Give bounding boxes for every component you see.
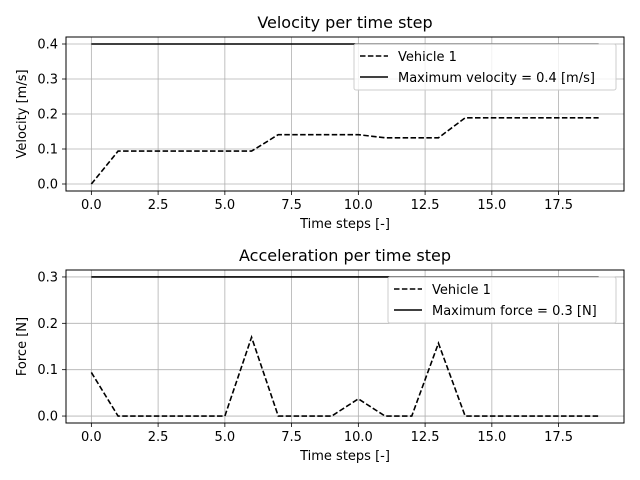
acceleration-x-tick-label: 17.5 (544, 430, 573, 445)
velocity-x-tick-label: 7.5 (281, 198, 302, 213)
acceleration-y-axis-label: Force [N] (15, 317, 30, 376)
acceleration-x-tick-label: 15.0 (477, 430, 506, 445)
acceleration-y-tick-label: 0.0 (37, 410, 58, 425)
acceleration-y-tick-label: 0.1 (37, 363, 58, 378)
velocity-chart-title: Velocity per time step (257, 13, 432, 32)
velocity-chart: 0.0 2.5 5.0 7.5 10.0 12.5 15.0 17.5 0.00.10.20.… (15, 13, 625, 232)
acceleration-legend: Vehicle 1 Maximum force = 0.3 [N] (387, 276, 617, 324)
acceleration-y-tick-label: 0.2 (37, 317, 58, 332)
acceleration-x-tick-label: 0.0 (81, 430, 102, 445)
acceleration-x-axis-label: Time steps [-] (299, 449, 390, 464)
velocity-y-axis-label: Velocity [m/s] (15, 69, 30, 158)
acceleration-y-ticks: 0.0 0.1 0.2 0.3 (37, 270, 66, 425)
velocity-legend-label-vehicle: Vehicle 1 (398, 50, 457, 65)
acceleration-x-tick-label: 10.0 (344, 430, 373, 445)
acceleration-vehicle-series-line (90, 334, 599, 417)
acceleration-y-tick-label: 0.3 (37, 270, 58, 285)
velocity-x-tick-label: 5.0 (215, 198, 236, 213)
velocity-x-tick-label: 2.5 (148, 198, 169, 213)
acceleration-chart-title: Acceleration per time step (239, 246, 451, 265)
velocity-y-tick-label: 0.1 (37, 143, 58, 158)
acceleration-x-tick-label: 12.5 (411, 430, 440, 445)
acceleration-axes-frame (65, 269, 625, 424)
acceleration-legend-box (387, 276, 617, 324)
acceleration-x-tick-label: 7.5 (281, 430, 302, 445)
velocity-x-tick-label: 10.0 (344, 198, 373, 213)
velocity-x-tick-label: 12.5 (411, 198, 440, 213)
velocity-x-tick-label: 15.0 (477, 198, 506, 213)
velocity-y-tick-label: 0.3 (37, 73, 58, 88)
velocity-x-tick-label: 0.0 (81, 198, 102, 213)
acceleration-legend-label-vehicle: Vehicle 1 (432, 283, 491, 298)
velocity-vehicle-series-line (90, 117, 599, 185)
acceleration-x-tick-label: 5.0 (215, 430, 236, 445)
velocity-x-ticks: 0.0 2.5 5.0 7.5 10.0 12.5 15.0 17.5 (81, 191, 573, 213)
velocity-legend-label-max: Maximum velocity = 0.4 [m/s] (398, 71, 595, 86)
velocity-legend-box (353, 43, 617, 91)
velocity-y-tick-label: 0.2 (37, 108, 58, 123)
acceleration-x-ticks: 0.0 2.5 5.0 7.5 10.0 12.5 15.0 17.5 (81, 423, 573, 445)
acceleration-chart: 0.0 2.5 5.0 7.5 10.0 12.5 15.0 17.5 0.00.10.20.… (15, 246, 625, 464)
velocity-y-ticks: 0.0 0.1 0.2 0.3 0.4 (37, 38, 66, 193)
acceleration-legend-label-max: Maximum force = 0.3 [N] (432, 304, 597, 319)
velocity-x-axis-label: Time steps [-] (299, 217, 390, 232)
velocity-y-tick-label: 0.4 (37, 38, 58, 53)
velocity-x-tick-label: 17.5 (544, 198, 573, 213)
velocity-legend: Vehicle 1 Maximum velocity = 0.4 [m/s] (353, 43, 617, 91)
acceleration-x-tick-label: 2.5 (148, 430, 169, 445)
velocity-y-tick-label: 0.0 (37, 178, 58, 193)
